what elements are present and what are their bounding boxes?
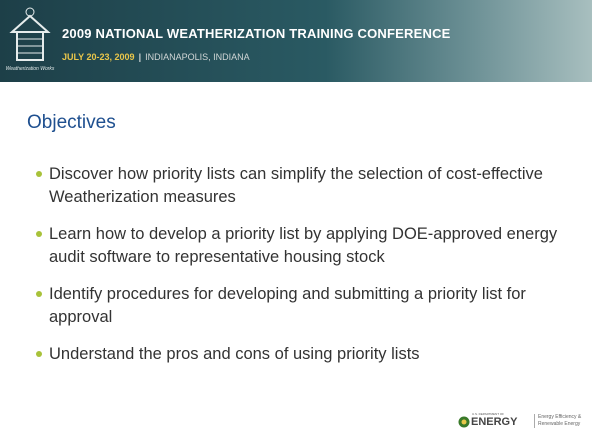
slide: Weatherization Works 2009 NATIONAL WEATH… [0,0,592,447]
conference-location: INDIANAPOLIS, INDIANA [145,52,250,62]
conference-title: 2009 NATIONAL WEATHERIZATION TRAINING CO… [62,26,451,41]
tagline: Energy Efficiency & Renewable Energy [534,414,582,428]
conference-subtitle: JULY 20-23, 2009|INDIANAPOLIS, INDIANA [62,52,250,62]
bullet: Understand the pros and cons of using pr… [36,343,561,366]
bullet: Learn how to develop a priority list by … [36,223,561,268]
doe-seal [458,416,470,428]
footer-logo: U.S. DEPARTMENT OF ENERGY Energy Efficie… [458,412,578,434]
bullet-list: Discover how priority lists can simplify… [36,163,561,381]
conference-date: JULY 20-23, 2009 [62,52,135,62]
bullet: Discover how priority lists can simplify… [36,163,561,208]
logo-caption: Weatherization Works [4,66,56,72]
header-band: Weatherization Works 2009 NATIONAL WEATH… [0,0,592,82]
slide-title: Objectives [27,112,116,134]
brand: ENERGY [471,416,517,428]
bullet: Identify procedures for developing and s… [36,283,561,328]
